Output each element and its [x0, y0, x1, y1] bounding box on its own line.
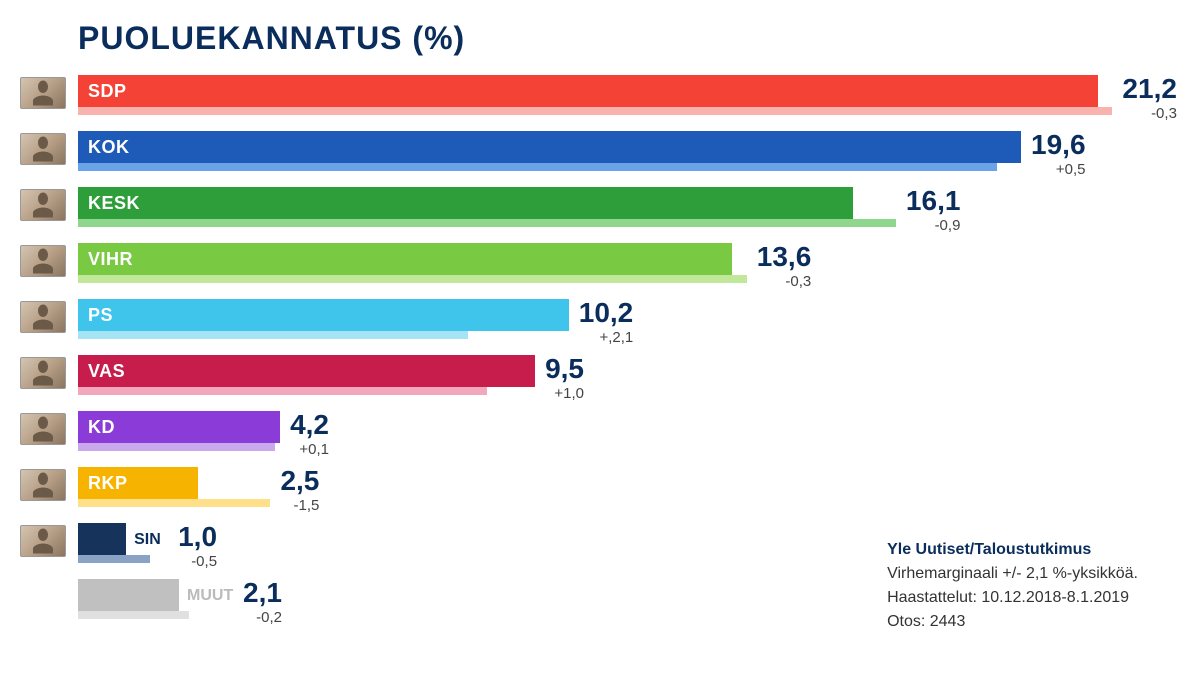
value-group: 13,6 -0,3	[757, 243, 812, 290]
bar-previous	[78, 275, 747, 283]
party-row: KOK 19,6 +0,5	[20, 131, 1158, 187]
party-row: KESK 16,1 -0,9	[20, 187, 1158, 243]
bar-current: VIHR	[78, 243, 732, 275]
party-code-label: SDP	[78, 81, 127, 102]
party-row: VAS 9,5 +1,0	[20, 355, 1158, 411]
bar-area: KOK19,6+0,5	[78, 131, 1158, 171]
value-group: 16,1 -0,9	[906, 187, 961, 234]
bar-area: RKP2,5-1,5	[78, 467, 1158, 507]
party-value: 19,6	[1031, 131, 1086, 159]
bar-previous	[78, 107, 1112, 115]
party-code-label: RKP	[78, 473, 128, 494]
party-code-label: KESK	[78, 193, 140, 214]
value-group: 10,2 +,2,1	[579, 299, 634, 346]
value-group: 9,5 +1,0	[545, 355, 584, 402]
bar-area: PS10,2+,2,1	[78, 299, 1158, 339]
party-value: 9,5	[545, 355, 584, 383]
party-code-label: KOK	[78, 137, 130, 158]
value-group: 19,6 +0,5	[1031, 131, 1086, 178]
party-row: VIHR 13,6 -0,3	[20, 243, 1158, 299]
party-change: -0,3	[1122, 105, 1177, 122]
party-value: 2,1	[243, 579, 282, 607]
party-leader-avatar	[20, 245, 66, 277]
bar-previous	[78, 555, 150, 563]
party-code-label: KD	[78, 417, 115, 438]
bar-current: VAS	[78, 355, 535, 387]
bar-current: KD	[78, 411, 280, 443]
party-code-label: VIHR	[78, 249, 133, 270]
party-change: -0,2	[243, 609, 282, 626]
bar-previous	[78, 443, 275, 451]
value-group: 21,2 -0,3	[1122, 75, 1177, 122]
party-leader-avatar	[20, 469, 66, 501]
party-leader-avatar	[20, 413, 66, 445]
bar-previous	[78, 387, 487, 395]
bar-previous	[78, 499, 270, 507]
party-leader-avatar	[20, 525, 66, 557]
party-change: -0,9	[906, 217, 961, 234]
party-code-label: SIN	[134, 531, 161, 549]
party-change: +1,0	[545, 385, 584, 402]
party-value: 4,2	[290, 411, 329, 439]
party-value: 13,6	[757, 243, 812, 271]
bar-current: SDP	[78, 75, 1098, 107]
bar-area: VAS9,5+1,0	[78, 355, 1158, 395]
party-leader-avatar	[20, 301, 66, 333]
party-row: KD 4,2 +0,1	[20, 411, 1158, 467]
value-group: 1,0 -0,5	[178, 523, 217, 570]
party-row: PS 10,2 +,2,1	[20, 299, 1158, 355]
party-value: 16,1	[906, 187, 961, 215]
bar-current: KESK	[78, 187, 853, 219]
party-row: RKP 2,5 -1,5	[20, 467, 1158, 523]
bar-area: KD4,2+0,1	[78, 411, 1158, 451]
bar-current	[78, 579, 179, 611]
footer-margin: Virhemarginaali +/- 2,1 %-yksikköä.	[887, 562, 1138, 586]
footer-sample: Otos: 2443	[887, 610, 1138, 634]
party-change: +,2,1	[579, 329, 634, 346]
party-change: -0,3	[757, 273, 812, 290]
bar-current	[78, 523, 126, 555]
footer-source: Yle Uutiset/Taloustutkimus	[887, 538, 1138, 562]
party-change: -0,5	[178, 553, 217, 570]
bar-current: RKP	[78, 467, 198, 499]
value-group: 2,1 -0,2	[243, 579, 282, 626]
party-change: +0,1	[290, 441, 329, 458]
party-code-label: VAS	[78, 361, 125, 382]
party-change: +0,5	[1031, 161, 1086, 178]
party-leader-avatar	[20, 77, 66, 109]
bar-area: KESK16,1-0,9	[78, 187, 1158, 227]
bar-area: SDP21,2-0,3	[78, 75, 1158, 115]
party-value: 1,0	[178, 523, 217, 551]
party-value: 2,5	[280, 467, 319, 495]
bar-previous	[78, 163, 997, 171]
party-code-label: MUUT	[187, 587, 233, 605]
value-group: 2,5 -1,5	[280, 467, 319, 514]
party-leader-avatar	[20, 189, 66, 221]
bar-area: VIHR13,6-0,3	[78, 243, 1158, 283]
party-code-label: PS	[78, 305, 113, 326]
party-value: 10,2	[579, 299, 634, 327]
bar-previous	[78, 611, 189, 619]
chart-title: PUOLUEKANNATUS (%)	[78, 20, 1158, 57]
party-leader-avatar	[20, 357, 66, 389]
bar-current: KOK	[78, 131, 1021, 163]
footer-interviews: Haastattelut: 10.12.2018-8.1.2019	[887, 586, 1138, 610]
bar-previous	[78, 331, 468, 339]
value-group: 4,2 +0,1	[290, 411, 329, 458]
party-leader-avatar	[20, 133, 66, 165]
bar-previous	[78, 219, 896, 227]
party-value: 21,2	[1122, 75, 1177, 103]
party-row: SDP21,2-0,3	[20, 75, 1158, 131]
footer-note: Yle Uutiset/Taloustutkimus Virhemarginaa…	[887, 538, 1138, 634]
bar-current: PS	[78, 299, 569, 331]
party-change: -1,5	[280, 497, 319, 514]
